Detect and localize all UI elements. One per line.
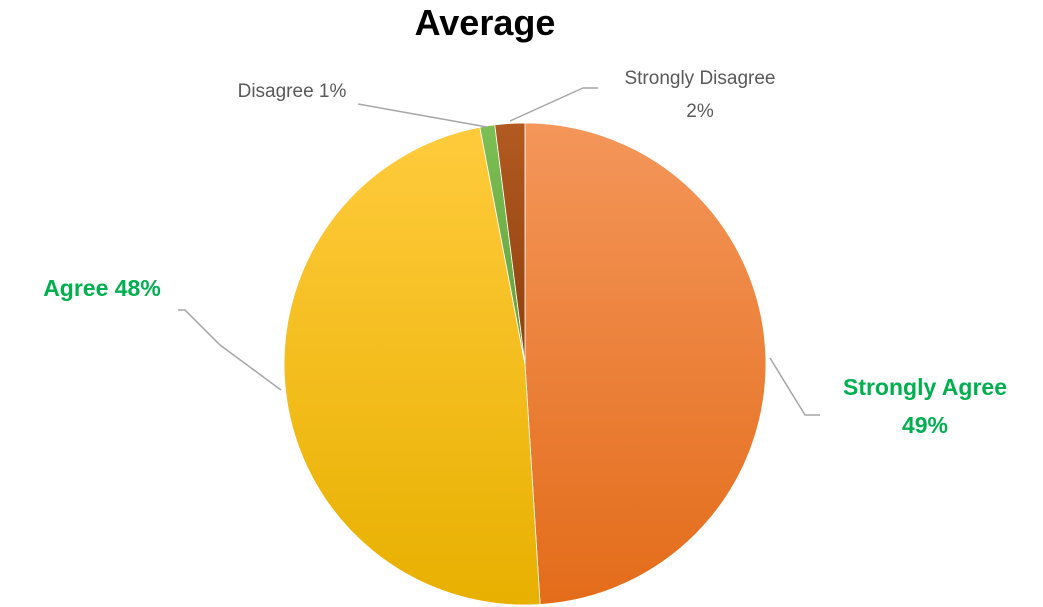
data-label-value-strongly-agree: 49% bbox=[902, 412, 948, 438]
data-label-value-strongly-disagree: 2% bbox=[686, 101, 714, 122]
leader-line-agree bbox=[178, 309, 282, 391]
leader-line-strongly-agree bbox=[769, 357, 820, 416]
pie-slice-agree bbox=[283, 126, 541, 606]
data-label-agree: Agree 48% bbox=[43, 275, 161, 301]
pie-slice-strongly-agree bbox=[524, 122, 767, 605]
leader-line-strongly-disagree bbox=[509, 87, 598, 122]
chart-title: Average bbox=[414, 2, 556, 43]
data-label-strongly-agree: Strongly Agree bbox=[843, 374, 1007, 400]
data-label-strongly-disagree: Strongly Disagree bbox=[624, 68, 775, 89]
leader-line-disagree bbox=[357, 103, 488, 128]
pie-slice-strongly-disagree bbox=[494, 122, 526, 365]
data-label-disagree: Disagree 1% bbox=[238, 81, 347, 102]
